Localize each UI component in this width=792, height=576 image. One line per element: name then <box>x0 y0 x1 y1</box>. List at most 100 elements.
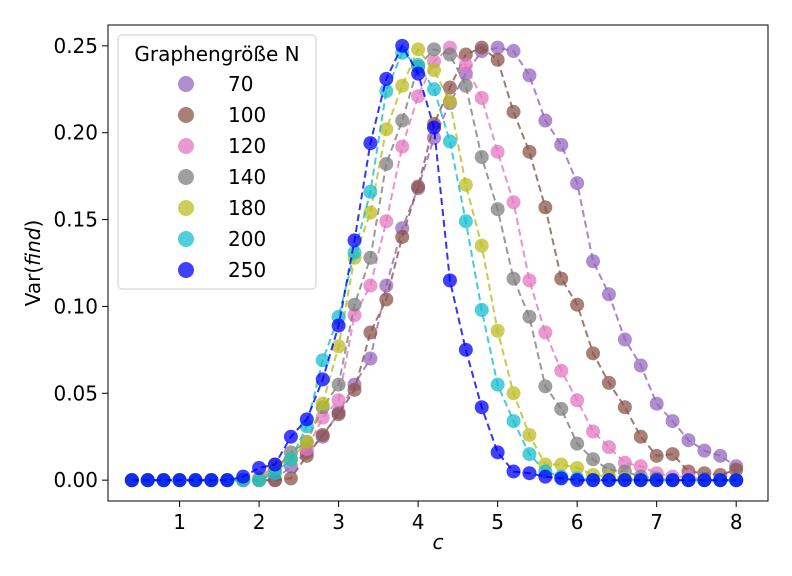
data-point <box>665 447 680 462</box>
legend-label: 180 <box>228 196 266 220</box>
data-point <box>347 245 362 260</box>
data-point <box>522 427 537 442</box>
legend-label: 120 <box>228 134 266 158</box>
y-tick-label: 0.25 <box>53 34 98 58</box>
data-point <box>474 400 489 415</box>
data-point <box>586 452 601 467</box>
data-point <box>395 113 410 128</box>
data-point <box>442 273 457 288</box>
data-point <box>458 177 473 192</box>
data-point <box>363 136 378 151</box>
data-point <box>633 459 648 474</box>
data-point <box>554 401 569 416</box>
data-point <box>299 434 314 449</box>
x-axis-ticks: 1 2 3 4 5 6 7 8 <box>173 501 743 534</box>
data-point <box>474 150 489 165</box>
data-point <box>633 473 648 488</box>
data-point <box>554 457 569 472</box>
data-point <box>506 414 521 429</box>
data-point <box>649 473 664 488</box>
data-point <box>601 287 616 302</box>
data-point <box>458 214 473 229</box>
data-point <box>538 113 553 128</box>
data-point <box>331 339 346 354</box>
data-point <box>188 473 203 488</box>
legend-title: Graphengröße N <box>134 42 299 66</box>
data-point <box>713 448 728 463</box>
data-point <box>681 473 696 488</box>
data-point <box>681 433 696 448</box>
data-point <box>506 386 521 401</box>
legend-entries: 70 100 120 140 180 200 250 <box>178 72 266 282</box>
data-point <box>442 94 457 109</box>
data-point <box>601 473 616 488</box>
data-point <box>522 447 537 462</box>
x-tick-label: 5 <box>491 510 504 534</box>
y-tick-label: 0.20 <box>53 121 98 145</box>
data-point <box>315 427 330 442</box>
data-point <box>601 440 616 455</box>
data-point <box>538 325 553 340</box>
x-tick-label: 3 <box>332 510 345 534</box>
data-point <box>617 473 632 488</box>
x-tick-label: 1 <box>173 510 186 534</box>
data-point <box>554 271 569 286</box>
data-point <box>172 473 187 488</box>
x-tick-label: 2 <box>253 510 266 534</box>
data-point <box>363 278 378 293</box>
data-point <box>538 379 553 394</box>
data-point <box>633 358 648 373</box>
data-point <box>490 40 505 55</box>
data-point <box>379 278 394 293</box>
legend-label: 100 <box>228 103 266 127</box>
data-point <box>427 82 442 97</box>
y-tick-label: 0.10 <box>53 294 98 318</box>
data-point <box>458 47 473 62</box>
data-point <box>363 184 378 199</box>
data-point <box>347 233 362 248</box>
data-point <box>570 297 585 312</box>
data-point <box>601 375 616 390</box>
data-point <box>395 139 410 154</box>
data-point <box>570 393 585 408</box>
legend-label: 250 <box>228 258 266 282</box>
data-point <box>713 473 728 488</box>
data-point <box>379 292 394 307</box>
legend-marker <box>178 107 194 123</box>
legend-marker <box>178 169 194 185</box>
data-point <box>586 473 601 488</box>
data-point <box>490 445 505 460</box>
data-point <box>411 179 426 194</box>
legend-label: 70 <box>228 72 253 96</box>
x-tick-label: 7 <box>650 510 663 534</box>
data-point <box>331 393 346 408</box>
data-point <box>490 144 505 159</box>
y-axis-ticks: 0.00 0.05 0.10 0.15 0.20 0.25 <box>53 34 108 492</box>
legend-marker <box>178 76 194 92</box>
data-point <box>347 382 362 397</box>
legend-marker <box>178 138 194 154</box>
data-point <box>506 464 521 479</box>
data-point <box>522 68 537 83</box>
data-point <box>331 407 346 422</box>
data-point <box>458 78 473 93</box>
data-point <box>331 318 346 333</box>
data-point <box>490 377 505 392</box>
x-axis-label: c <box>433 530 444 554</box>
data-point <box>395 38 410 53</box>
data-point <box>490 202 505 217</box>
x-tick-label: 4 <box>412 510 425 534</box>
data-point <box>538 469 553 484</box>
data-point <box>315 353 330 368</box>
data-point <box>363 351 378 366</box>
data-point <box>554 363 569 378</box>
data-point <box>299 412 314 427</box>
data-point <box>427 120 442 135</box>
data-point <box>474 238 489 253</box>
data-point <box>442 47 457 62</box>
data-point <box>331 377 346 392</box>
y-axis-label-prefix: Var( <box>21 266 45 306</box>
y-tick-label: 0.05 <box>53 381 98 405</box>
data-point <box>474 40 489 55</box>
legend-label: 200 <box>228 227 266 251</box>
